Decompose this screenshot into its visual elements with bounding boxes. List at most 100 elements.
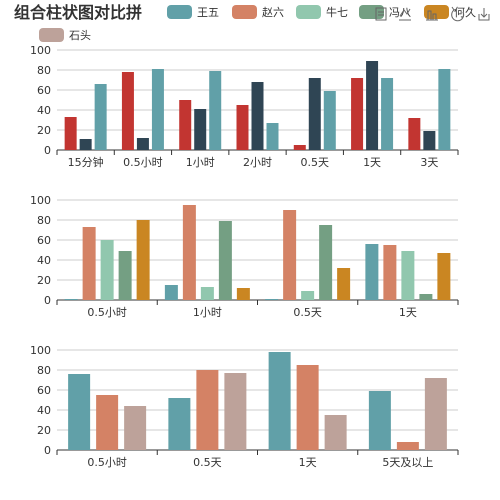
chart-3: 0 20 40 60 80 100 0.5小时 0.5天 1天 5天及以上 [30, 344, 459, 469]
bar[interactable] [224, 373, 247, 450]
bar[interactable] [194, 109, 207, 150]
x-tick-label: 0.5小时 [123, 156, 163, 169]
bar[interactable] [293, 145, 306, 150]
y-tick-label: 40 [37, 404, 51, 417]
x-tick-label: 0.5天 [193, 456, 222, 469]
bar[interactable] [365, 244, 379, 300]
y-tick-label: 80 [37, 64, 51, 77]
bar[interactable] [268, 352, 291, 450]
bar[interactable] [401, 251, 415, 300]
toolbox[interactable] [375, 6, 490, 22]
y-tick-label: 0 [44, 144, 51, 157]
bar[interactable] [368, 391, 391, 450]
bar[interactable] [94, 84, 107, 150]
bar[interactable] [324, 415, 347, 450]
bar[interactable] [164, 285, 178, 300]
bar[interactable] [218, 221, 232, 300]
y-tick-label: 20 [37, 274, 51, 287]
bar[interactable] [236, 288, 250, 300]
bar[interactable] [424, 378, 447, 450]
legend-swatch [39, 28, 64, 42]
bar[interactable] [182, 205, 196, 300]
y-tick-label: 20 [37, 124, 51, 137]
bar[interactable] [100, 240, 114, 300]
bar[interactable] [381, 78, 394, 150]
y-tick-label: 100 [30, 44, 51, 57]
bar[interactable] [301, 291, 315, 300]
y-tick-label: 80 [37, 364, 51, 377]
bar[interactable] [265, 299, 279, 300]
x-tick-label: 15分钟 [68, 155, 104, 169]
legend-item[interactable]: 王五 [167, 5, 219, 19]
bar[interactable] [419, 294, 433, 300]
bar[interactable] [200, 287, 214, 300]
x-tick-label: 1天 [363, 156, 381, 169]
bar[interactable] [251, 82, 264, 150]
bar[interactable] [209, 71, 222, 150]
data-view-icon[interactable] [375, 7, 387, 21]
bar[interactable] [283, 210, 297, 300]
y-tick-label: 60 [37, 384, 51, 397]
bar[interactable] [79, 139, 92, 150]
x-tick-label: 1天 [399, 306, 417, 319]
bar[interactable] [136, 220, 150, 300]
bar[interactable] [236, 105, 249, 150]
legend-swatch [296, 5, 321, 19]
y-tick-label: 20 [37, 424, 51, 437]
bar[interactable] [64, 117, 77, 150]
charts-container: 0 20 40 60 80 100 15分钟 0.5小时 1小时 2小时 0.5天 1天 3天 0 20 40… [30, 44, 459, 469]
bar[interactable] [438, 69, 451, 150]
bar[interactable] [136, 138, 149, 150]
y-tick-label: 0 [44, 444, 51, 457]
line-chart-icon[interactable] [399, 8, 411, 21]
bar-chart-icon[interactable] [426, 10, 438, 21]
bar[interactable] [366, 61, 379, 150]
bar[interactable] [179, 100, 192, 150]
bar[interactable] [121, 72, 134, 150]
bar[interactable] [423, 131, 436, 150]
chart-1: 0 20 40 60 80 100 15分钟 0.5小时 1小时 2小时 0.5天 1天 3天 [30, 44, 459, 169]
bar[interactable] [151, 69, 164, 150]
bar[interactable] [168, 398, 191, 450]
save-image-icon[interactable] [478, 8, 490, 21]
bar[interactable] [196, 370, 219, 450]
bar[interactable] [266, 123, 279, 150]
legend-item[interactable]: 何久 [424, 5, 476, 19]
x-tick-label: 1天 [299, 456, 317, 469]
bar[interactable] [437, 253, 451, 300]
legend-item[interactable]: 石头 [39, 28, 91, 42]
x-tick-label: 1小时 [193, 306, 222, 319]
bar[interactable] [296, 365, 319, 450]
chart-title: 组合柱状图对比拼 [14, 3, 142, 22]
legend-item[interactable]: 赵六 [232, 5, 284, 19]
bar[interactable] [64, 299, 78, 300]
legend-label: 石头 [69, 29, 91, 42]
x-tick-label: 0.5小时 [87, 456, 127, 469]
bar[interactable] [383, 245, 397, 300]
bar[interactable] [408, 118, 421, 150]
bar[interactable] [82, 227, 96, 300]
restore-icon[interactable] [451, 6, 465, 22]
y-tick-label: 0 [44, 294, 51, 307]
y-tick-label: 60 [37, 234, 51, 247]
bar[interactable] [337, 268, 351, 300]
x-tick-label: 3天 [420, 156, 438, 169]
legend-label: 牛七 [326, 5, 348, 19]
bar[interactable] [396, 442, 419, 450]
bar[interactable] [308, 78, 321, 150]
bar[interactable] [118, 251, 132, 300]
legend-swatch [167, 5, 192, 19]
bar[interactable] [96, 395, 119, 450]
bar[interactable] [319, 225, 333, 300]
bar[interactable] [68, 374, 91, 450]
bar[interactable] [351, 78, 364, 150]
x-tick-label: 0.5小时 [87, 306, 127, 319]
bar[interactable] [323, 91, 336, 150]
legend-swatch [232, 5, 257, 19]
legend-item[interactable]: 牛七 [296, 5, 348, 19]
bar[interactable] [124, 406, 147, 450]
legend-label: 冯八 [389, 6, 411, 19]
